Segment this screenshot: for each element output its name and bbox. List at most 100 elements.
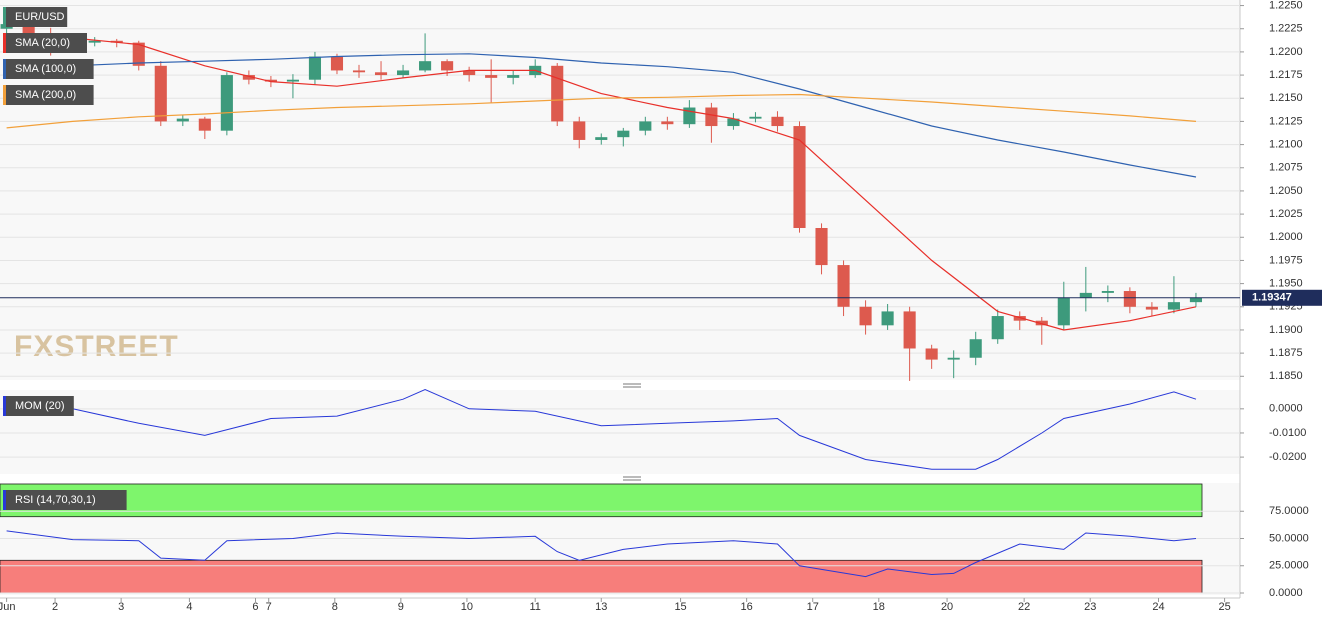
x-tick-label: 9	[398, 601, 404, 613]
legend-box[interactable]	[3, 59, 94, 79]
y-tick-label: 0.0000	[1269, 403, 1303, 415]
series-line	[6, 388, 1197, 470]
x-tick-label: 24	[1152, 601, 1164, 613]
candle-body	[1013, 316, 1026, 321]
y-tick-label: 1.2025	[1269, 208, 1303, 220]
x-tick-label: 23	[1084, 601, 1096, 613]
legend-box[interactable]	[3, 396, 74, 416]
candle-body	[154, 65, 167, 122]
y-tick-label: 1.2075	[1269, 162, 1303, 174]
last-price-label: 1.19347	[1252, 292, 1292, 304]
candle-body	[881, 311, 894, 326]
x-tick-label: 25	[1218, 601, 1230, 613]
y-tick-label: 25.0000	[1269, 560, 1309, 572]
candle-body	[991, 316, 1004, 340]
mom-panel	[0, 390, 1240, 474]
legend-swatch	[3, 490, 6, 510]
candle-body	[110, 40, 123, 43]
candle-body	[220, 75, 233, 131]
y-tick-label: 1.2200	[1269, 46, 1303, 58]
y-tick-label: 1.2000	[1269, 231, 1303, 243]
x-tick-label: 17	[807, 601, 819, 613]
x-tick-label: 4	[186, 601, 192, 613]
x-tick-label: 2	[52, 601, 58, 613]
candle-body	[264, 79, 277, 82]
candle-body	[969, 339, 982, 358]
y-tick-label: 75.0000	[1269, 505, 1309, 517]
candle-body	[419, 61, 432, 71]
x-tick-label: 20	[941, 601, 953, 613]
candle-body	[1123, 291, 1136, 307]
candle-body	[639, 121, 652, 131]
candle-body	[198, 118, 211, 131]
y-tick-label: 1.1975	[1269, 254, 1303, 266]
candle-body	[441, 61, 454, 71]
candle-body	[859, 306, 872, 326]
x-tick-label: 15	[674, 601, 686, 613]
series-line	[6, 530, 1197, 578]
x-tick-label: 6	[252, 601, 258, 613]
candle-body	[1079, 292, 1092, 298]
candle-body	[1057, 297, 1070, 326]
y-tick-label: 1.2225	[1269, 23, 1303, 35]
legend-box[interactable]	[3, 33, 87, 53]
legend-box[interactable]	[3, 7, 68, 27]
legend-swatch	[3, 33, 6, 53]
legend-swatch	[3, 85, 6, 105]
candle-body	[507, 75, 520, 78]
candle-body	[330, 56, 344, 71]
candle-body	[705, 107, 718, 127]
candle-body	[132, 42, 145, 66]
watermark: FXSTREET	[14, 330, 179, 363]
y-tick-label: 50.0000	[1269, 532, 1309, 544]
legend-label: SMA (100,0)	[15, 63, 76, 75]
x-tick-label: 7	[266, 601, 272, 613]
y-tick-label: 0.0000	[1269, 587, 1303, 599]
candle-body	[815, 228, 828, 266]
candle-body	[793, 126, 806, 228]
y-tick-label: -0.0200	[1269, 451, 1306, 463]
candle-body	[1167, 302, 1180, 310]
candle-body	[749, 116, 762, 119]
candle-body	[771, 116, 784, 127]
candle-body	[308, 56, 322, 80]
candle-body	[1101, 291, 1114, 293]
y-tick-label: 1.1850	[1269, 370, 1303, 382]
y-tick-label: 1.1875	[1269, 347, 1303, 359]
candle-body	[88, 40, 101, 43]
y-tick-label: 1.1950	[1269, 278, 1303, 290]
candle-body	[661, 121, 674, 125]
legend-box[interactable]	[3, 85, 94, 105]
legend-label: MOM (20)	[15, 400, 65, 412]
legend-label: EUR/USD	[15, 11, 65, 23]
candle-body	[396, 70, 410, 76]
candle-body	[374, 72, 388, 76]
legend-box[interactable]	[3, 490, 127, 510]
candle-body	[947, 357, 960, 360]
candle-body	[551, 65, 564, 122]
y-tick-label: 1.2100	[1269, 138, 1303, 150]
y-tick-label: 1.2175	[1269, 69, 1303, 81]
y-tick-label: 1.2250	[1269, 0, 1303, 11]
legend-swatch	[3, 396, 6, 416]
candle-body	[1145, 306, 1158, 310]
series-line	[6, 37, 1197, 331]
candle-body	[1189, 297, 1203, 303]
band	[0, 559, 1203, 594]
candle-body	[617, 130, 630, 138]
candle-body	[485, 75, 498, 78]
candle-body	[242, 75, 255, 80]
series-line	[6, 93, 1197, 129]
y-tick-label: 1.2050	[1269, 185, 1303, 197]
legend-label: RSI (14,70,30,1)	[15, 494, 96, 506]
candle-body	[727, 118, 740, 127]
x-tick-label: Jun	[0, 601, 15, 613]
x-tick-label: 8	[332, 601, 338, 613]
candle-body	[286, 79, 299, 82]
candle-body	[1035, 320, 1048, 326]
splitter[interactable]	[623, 383, 641, 481]
candle-body	[903, 311, 916, 349]
series-line	[6, 53, 1197, 178]
last-price-box	[1242, 289, 1322, 306]
